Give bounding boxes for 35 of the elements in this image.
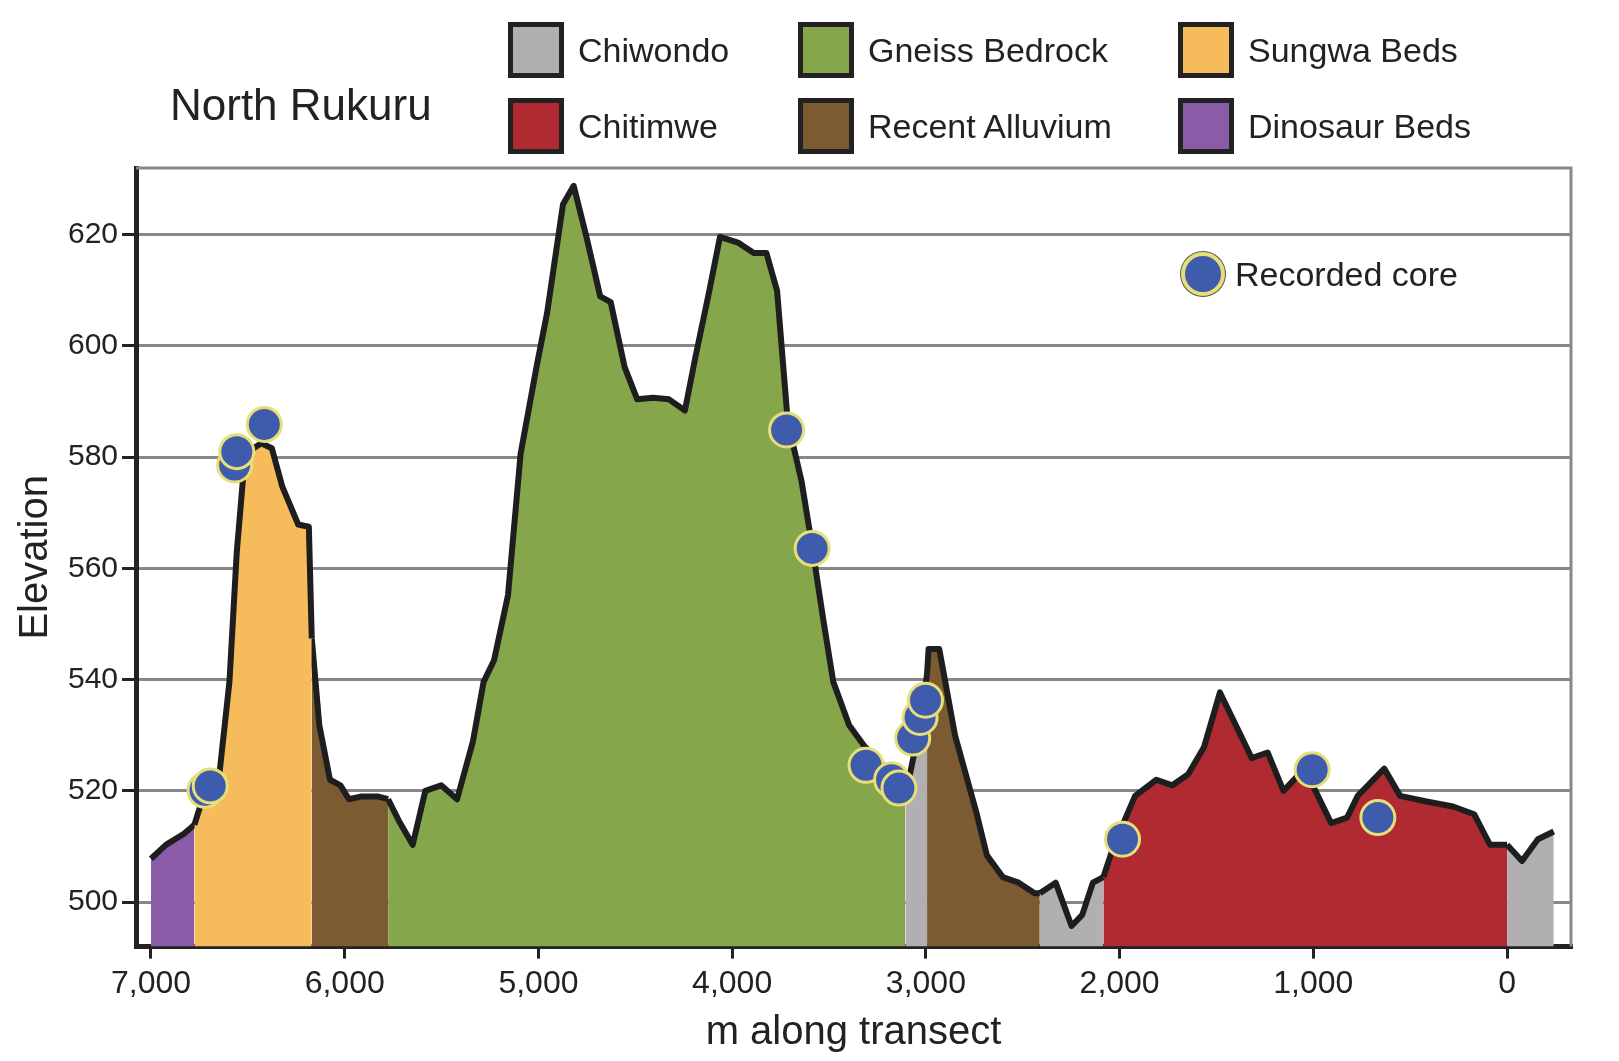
x-tick-label: 1,000 [1273,963,1354,1000]
legend-label: Chiwondo [578,30,730,70]
point [1359,799,1397,837]
point [793,529,831,567]
y-tick-label: 500 [67,883,119,917]
point [847,746,885,784]
point [1293,751,1331,789]
y-tick-label: 520 [67,772,119,806]
x-tick-label: 0 [1498,963,1516,1000]
point [768,411,806,449]
y-tick-label: 600 [67,327,119,361]
x-tick-label: 5,000 [498,963,579,1000]
x-tick-label: 6,000 [304,963,385,1000]
point [1104,820,1142,858]
x-axis-title: m along transect [705,1008,1002,1053]
x-tick-label: 7,000 [110,963,192,1000]
point [245,405,283,443]
y-axis-title: Elevation [11,475,56,640]
chart-title: North Rukuru [170,80,432,130]
legend-label: Gneiss Bedrock [868,30,1108,70]
point [218,433,256,471]
x-tick-label: 3,000 [885,963,966,1000]
legend-label: Recent Alluvium [868,106,1112,146]
legend-label: Recorded core [1235,254,1459,294]
legend-label: Dinosaur Beds [1248,106,1472,146]
y-tick-label: 620 [67,216,119,249]
x-tick-label: 4,000 [692,963,773,1000]
point [880,769,918,807]
y-tick-label: 560 [67,549,119,583]
y-tick-label: 540 [67,660,119,694]
y-tick-label: 580 [67,438,119,472]
legend-label: Chitimwe [578,106,718,146]
x-tick-label: 2,000 [1079,963,1160,1000]
legend-label: Sungwa Beds [1248,30,1458,70]
point [907,681,944,719]
